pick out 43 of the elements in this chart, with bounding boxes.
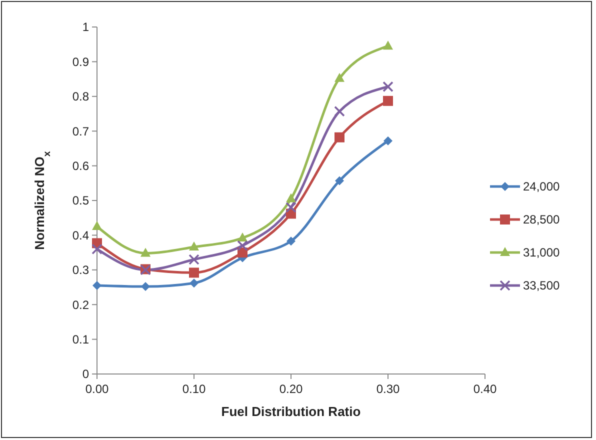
legend-label: 31,000 (523, 246, 560, 260)
y-tick-label: 0.2 (72, 298, 90, 312)
point (286, 202, 296, 213)
y-tick-label: 0.5 (72, 194, 90, 208)
x-axis-title: Fuel Distribution Ratio (221, 404, 361, 419)
point (382, 81, 394, 92)
point (140, 248, 150, 257)
point (384, 136, 392, 146)
point (92, 281, 102, 290)
y-tick-label: 0.9 (72, 54, 90, 69)
point (92, 244, 102, 254)
x-tick-label: 0.00 (85, 382, 109, 396)
point (141, 282, 150, 292)
y-tick-label: 0.8 (72, 90, 90, 104)
point (188, 254, 200, 265)
y-tick-label: 0.3 (72, 263, 90, 278)
point (335, 176, 344, 186)
point (237, 240, 248, 252)
point (334, 132, 344, 142)
y-tick-label: 0.4 (72, 228, 90, 242)
point (190, 278, 198, 288)
point (286, 193, 296, 202)
y-tick-label: 0.6 (72, 159, 90, 173)
point (189, 242, 199, 250)
point (286, 236, 296, 246)
y-tick-label: 1 (82, 20, 90, 34)
y-tick-label: 0 (82, 367, 90, 382)
point (334, 106, 345, 117)
x-tick-label: 0.30 (376, 382, 400, 396)
x-tick-label: 0.40 (473, 382, 497, 396)
legend-label: 28,500 (523, 212, 560, 227)
legend-label: 24,000 (523, 180, 560, 194)
x-tick-label: 0.10 (182, 382, 206, 396)
point (383, 40, 393, 50)
point (238, 232, 248, 242)
point (334, 72, 344, 82)
y-tick-label: 0.1 (72, 332, 90, 346)
point (383, 96, 393, 106)
point (189, 268, 199, 278)
legend-label: 33,500 (523, 278, 560, 293)
y-tick-label: 0.7 (72, 124, 90, 138)
point (92, 221, 102, 230)
x-tick-label: 0.20 (279, 382, 303, 396)
